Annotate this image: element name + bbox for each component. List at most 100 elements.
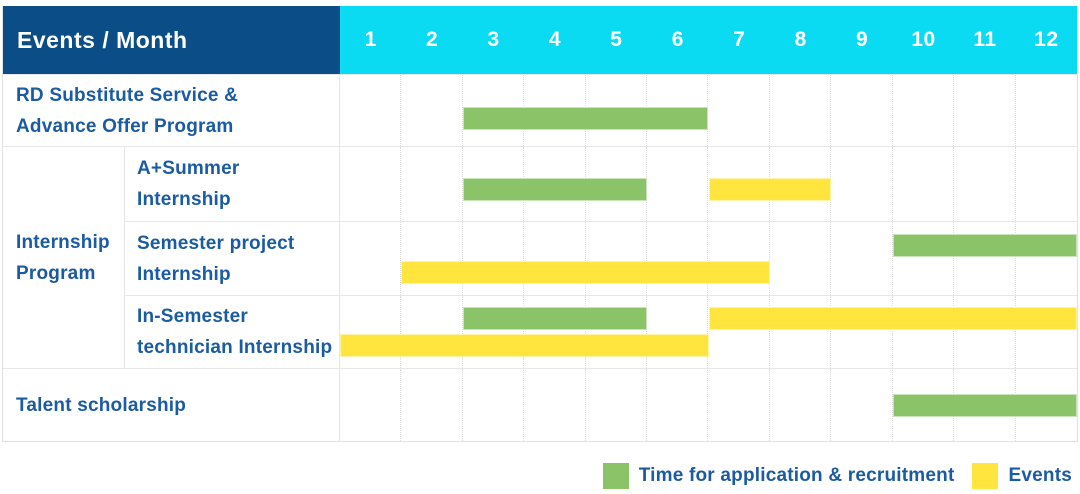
row-label-line: A+Summer [137, 158, 240, 179]
bar-line [340, 107, 1077, 130]
month-header-2: 2 [426, 28, 439, 51]
bar-line [340, 260, 1077, 284]
group-label-internship-program: Internship Program [3, 147, 125, 368]
month-gridline [647, 296, 709, 368]
month-header-11: 11 [973, 28, 997, 51]
bar-lines [340, 83, 1077, 146]
month-gridline [586, 369, 648, 441]
bar-lines [340, 152, 1077, 221]
gantt-bar-green [892, 233, 1077, 257]
bar-lines [340, 222, 1077, 295]
gantt-bar-yellow [708, 307, 1077, 330]
month-header-7: 7 [733, 28, 746, 51]
month-gridline [340, 296, 402, 368]
month-header-6: 6 [671, 28, 684, 51]
row-label-line: technician Internship [137, 337, 333, 358]
month-header-1: 1 [364, 28, 377, 51]
month-gridline [893, 75, 955, 146]
gantt-bar-yellow [340, 334, 709, 357]
month-gridline [586, 222, 648, 295]
row-in-semester-technician-internship: In-Semester technician Internship [125, 295, 1077, 368]
month-gridline [709, 369, 770, 441]
bar-line [340, 233, 1077, 257]
bar-line [340, 177, 1077, 201]
month-gridline [954, 296, 1016, 368]
row-label-line: Semester project [137, 232, 295, 254]
month-gridline [401, 222, 463, 295]
row-label-line: In-Semester [137, 306, 248, 327]
month-header-12: 12 [1034, 28, 1059, 51]
gantt-bar-green [462, 107, 709, 130]
month-gridline [831, 147, 893, 221]
row-label-a-plus-summer-internship: A+Summer Internship [125, 147, 340, 221]
row-label-rd-substitute-service: RD Substitute Service & Advance Offer Pr… [3, 75, 340, 146]
month-gridline [586, 296, 648, 368]
events-month-title: Events / Month [17, 26, 188, 53]
month-gridline [709, 222, 770, 295]
gantt-bar-green [892, 393, 1077, 417]
month-gridline [463, 369, 525, 441]
gantt-track-in-semester-technician-internship [340, 296, 1077, 368]
month-header-5: 5 [610, 28, 623, 51]
group-internship-program: Internship Program A+Summer Internship S… [3, 146, 1077, 368]
row-talent-scholarship: Talent scholarship [3, 368, 1077, 441]
month-gridline [524, 296, 586, 368]
month-gridline [954, 147, 1016, 221]
month-gridline [893, 296, 955, 368]
month-gridline [340, 222, 402, 295]
month-gridline [524, 369, 586, 441]
row-semester-project-internship: Semester project Internship [125, 221, 1077, 295]
gantt-schedule-table: Events / Month 1 2 3 4 5 6 7 8 9 10 11 1… [2, 6, 1078, 442]
month-header-row: 1 2 3 4 5 6 7 8 9 10 11 12 [340, 6, 1077, 74]
month-gridline [770, 369, 832, 441]
month-gridline [401, 369, 463, 441]
gantt-track-a-plus-summer-internship [340, 147, 1077, 221]
month-gridline [524, 222, 586, 295]
events-month-header-cell: Events / Month [3, 6, 340, 74]
month-gridline [954, 75, 1016, 146]
legend-swatch-yellow [972, 463, 999, 489]
gantt-track-rd-substitute-service [340, 75, 1077, 146]
row-label-line: Advance Offer Program [16, 115, 234, 137]
legend-item-events: Events [972, 463, 1072, 489]
legend-swatch-green [602, 463, 629, 489]
month-gridline [463, 222, 525, 295]
gantt-bar-green [462, 307, 648, 330]
month-gridline [893, 147, 955, 221]
month-header-8: 8 [794, 28, 807, 51]
legend-item-application-recruitment: Time for application & recruitment [602, 463, 955, 489]
group-subrows: A+Summer Internship Semester project Int… [125, 147, 1077, 368]
header-row: Events / Month 1 2 3 4 5 6 7 8 9 10 11 1… [3, 6, 1077, 74]
month-gridline [401, 147, 463, 221]
gantt-bar-yellow [708, 177, 832, 201]
row-label-line: Internship [137, 189, 231, 210]
gantt-bar-green [462, 177, 648, 201]
legend-label-events: Events [1008, 465, 1072, 486]
month-gridline [340, 75, 402, 146]
row-label-line: Talent scholarship [16, 394, 187, 416]
month-gridline [401, 296, 463, 368]
bar-line [340, 307, 1077, 330]
row-label-line: Internship [137, 263, 231, 285]
row-rd-substitute-service: RD Substitute Service & Advance Offer Pr… [3, 74, 1077, 146]
month-gridline [647, 147, 709, 221]
gantt-bar-yellow [401, 260, 770, 284]
month-gridline [831, 296, 893, 368]
month-gridline [463, 296, 525, 368]
month-gridline [831, 222, 893, 295]
row-a-plus-summer-internship: A+Summer Internship [125, 147, 1077, 221]
bar-lines [340, 296, 1077, 368]
group-label-line: Program [16, 262, 96, 284]
month-gridline [401, 75, 463, 146]
group-label-line: Internship [16, 231, 110, 253]
month-gridline [340, 147, 402, 221]
month-gridline [770, 222, 832, 295]
month-gridline [709, 75, 770, 146]
month-gridline [831, 369, 893, 441]
month-gridline [647, 369, 709, 441]
gantt-track-talent-scholarship [340, 369, 1077, 441]
month-header-3: 3 [487, 28, 500, 51]
gantt-track-semester-project-internship [340, 222, 1077, 295]
legend-label-application-recruitment: Time for application & recruitment [638, 465, 955, 486]
month-header-4: 4 [548, 28, 562, 51]
